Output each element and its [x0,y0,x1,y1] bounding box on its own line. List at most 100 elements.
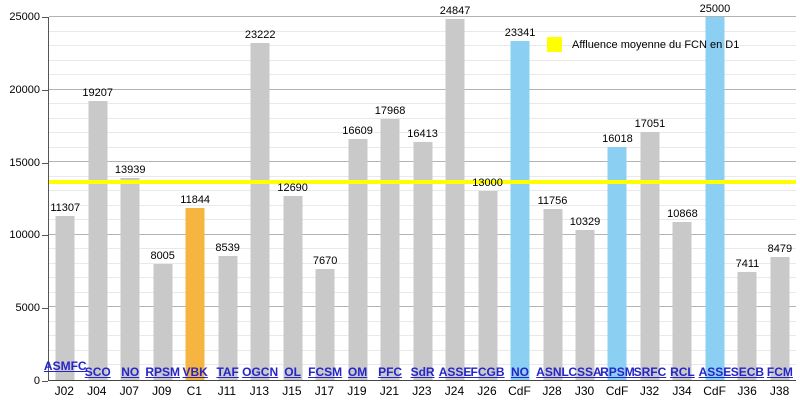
opponent-link-pfc[interactable]: PFC [378,365,403,379]
minor-gridline [49,117,796,119]
opponent-link-sdr[interactable]: SdR [410,365,435,379]
matchday-label: J19 [347,384,367,398]
matchday-label: J26 [477,384,497,398]
bar-value-label: 10868 [667,208,698,221]
bar-fcm [770,256,790,380]
minor-gridline [49,30,796,32]
bar-slot-j38: 8479 FCM [764,17,796,380]
bar-value-label: 11756 [537,195,568,208]
bar-value-label: 23341 [504,27,536,40]
y-tick-mark [42,17,48,18]
minor-gridline [49,132,796,134]
bar-slot-j30: 10329 CSSA [568,17,602,380]
bar-rcl [672,222,692,380]
bars-row: 11307 ASMFC 19207 SCO 13939 NO 8005 RPSM 11844 VB… [44,3,796,380]
y-axis: 0 5000 10000 15000 20000 25000 [0,0,48,400]
bar-asnl [543,209,562,380]
opponent-link-asse[interactable]: ASSE [698,365,732,379]
y-tick-mark [42,308,48,310]
y-tick-label: 10000 [9,229,40,242]
bar-ogcn [250,42,270,380]
bar-vbk [185,208,205,380]
opponent-link-ol[interactable]: OL [284,365,301,379]
matchday-label: CdF [605,384,629,398]
bar-taf [218,256,238,380]
bar-value-label: 19207 [82,87,114,100]
bar-slot-j02: 11307 ASMFC [44,17,87,380]
bar-asse [445,19,465,380]
bar-value-label: 8005 [150,249,175,262]
bar-slot-j15: 12690 OL [276,17,308,380]
minor-gridline [49,74,796,76]
bar-sdr [413,141,433,380]
opponent-link-rpsm[interactable]: RPSM [600,365,635,379]
opponent-link-fcsm[interactable]: FCSM [308,365,343,379]
average-attendance-line [49,179,796,184]
matchday-label: J15 [282,384,302,398]
bar-slot-j11: 8539 TAF [211,17,243,380]
y-tick-mark [42,162,48,164]
opponent-link-rcl[interactable]: RCL [670,365,695,379]
opponent-link-asmfc[interactable]: ASMFC [43,359,87,373]
major-gridline [49,16,796,17]
opponent-link-vbk[interactable]: VBK [182,365,208,379]
bar-slot-j32: 17051 SRFC [634,17,666,380]
bar-value-label: 7411 [735,258,760,271]
legend-label: Affluence moyenne du FCN en D1 [572,38,740,51]
opponent-link-no[interactable]: NO [121,365,140,379]
opponent-link-srfc[interactable]: SRFC [633,365,667,379]
bar-value-label: 7670 [312,254,338,267]
bar-no [510,41,530,380]
bar-rpsm [153,263,173,380]
opponent-link-om[interactable]: OM [347,365,368,379]
matchday-label: J36 [737,384,757,398]
opponent-link-cssa[interactable]: CSSA [568,365,602,379]
matchday-label: J02 [54,384,74,398]
bar-slot-j23: 16413 SdR [406,17,438,380]
bar-value-label: 17051 [634,118,666,131]
matchday-label: J17 [314,384,335,398]
y-tick-label: 5000 [15,302,40,315]
legend-swatch-yellow [547,37,562,52]
bar-value-label: 25000 [699,3,731,15]
matchday-label: J04 [87,384,107,398]
bar-value-label: 17968 [374,105,406,118]
opponent-link-ogcn[interactable]: OGCN [242,365,279,379]
opponent-link-fcm[interactable]: FCM [766,365,793,379]
bar-slot-j24: 24847 ASSE [438,5,472,380]
opponent-link-secb[interactable]: SECB [730,365,765,379]
opponent-link-taf[interactable]: TAF [216,365,239,379]
bar-slot-j34: 10868 RCL [666,17,698,380]
minor-gridline [49,45,796,47]
bar-value-label: 23222 [244,28,276,41]
bar-fcgb [478,191,498,380]
bar-fcsm [315,268,335,380]
bar-slot-j17: 7670 FCSM [308,17,343,380]
bar-value-label: 11307 [50,201,81,214]
y-tick-mark [42,381,48,382]
bar-value-label: 11844 [180,194,211,207]
minor-gridline [49,103,796,105]
opponent-link-sco[interactable]: SCO [84,365,111,379]
opponent-link-no[interactable]: NO [511,365,530,379]
bar-asse [705,17,725,380]
y-tick-mark [42,89,48,91]
matchday-label: J21 [379,384,400,398]
matchday-label: CdF [508,384,531,398]
y-tick-label: 0 [33,375,40,387]
bar-sco [88,101,108,380]
bar-slot-j28: 11756 ASNL [536,17,569,380]
opponent-link-asnl[interactable]: ASNL [536,365,569,379]
bar-slot-j26: 13000 FCGB [470,17,505,380]
major-gridline [49,88,796,90]
matchday-label: J34 [672,384,692,398]
bar-rpsm [607,147,627,380]
bar-value-label: 16018 [602,133,633,146]
opponent-link-rpsm[interactable]: RPSM [145,365,181,379]
matchday-label: J24 [444,384,465,398]
bar-slot-j09: 8005 RPSM [145,17,181,380]
opponent-link-fcgb[interactable]: FCGB [470,365,505,379]
bar-value-label: 8479 [767,242,793,255]
opponent-link-asse[interactable]: ASSE [438,365,472,379]
